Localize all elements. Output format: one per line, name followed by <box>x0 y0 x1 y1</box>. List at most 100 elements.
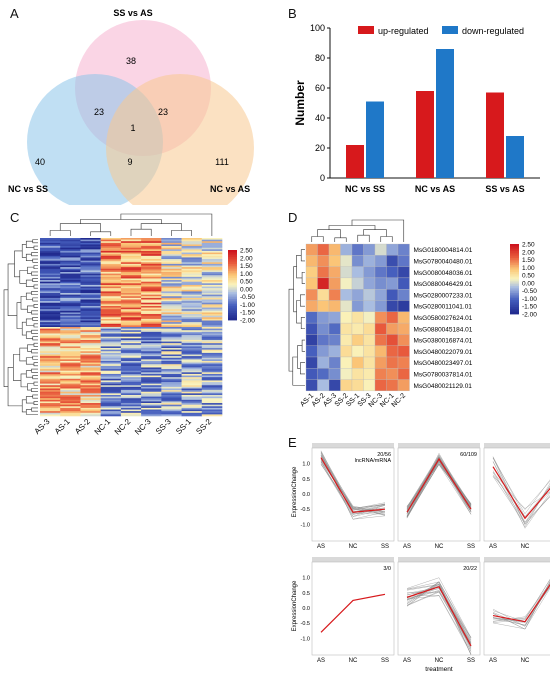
heatmap-c-cell <box>141 372 162 375</box>
heatmap-c-cell <box>40 270 61 273</box>
heatmap-c-cell <box>80 265 101 268</box>
heatmap-c-cell <box>100 255 122 258</box>
heatmap-c-cell <box>100 382 122 384</box>
heatmap-c-cell <box>80 391 101 394</box>
heatmap-c-cell <box>161 411 182 414</box>
heatmap-c-cell <box>80 254 101 257</box>
heatmap-c-cell <box>40 305 61 308</box>
member-trend-line <box>492 457 550 526</box>
heatmap-c-cell <box>100 398 122 401</box>
heatmap-c-cell <box>40 382 61 384</box>
heatmap-c-cell <box>181 244 203 247</box>
colorbar-c-segment <box>228 251 237 254</box>
heatmap-c-cell <box>100 364 122 367</box>
heatmap-c-cell <box>100 312 122 315</box>
heatmap-d-cell <box>374 300 387 312</box>
heatmap-c-cell <box>80 377 101 380</box>
colorbar-d-label: 0.50 <box>522 273 535 280</box>
heatmap-c-cell <box>181 336 203 339</box>
heatmap-c-cell <box>60 276 81 279</box>
heatmap-c-cell <box>60 296 81 299</box>
heatmap-c-cell <box>181 250 203 253</box>
bar-up-2 <box>486 92 504 178</box>
heatmap-c-cell <box>201 318 223 321</box>
heatmap-c-cell <box>60 305 81 308</box>
heatmap-c-cell <box>201 407 223 410</box>
heatmap-c-cell <box>201 296 223 299</box>
heatmap-c-cell <box>181 406 203 409</box>
heatmap-c-cell <box>201 393 223 396</box>
venn-count-nc-vs-ss-only: 40 <box>35 157 45 167</box>
heatmap-c-cell <box>201 322 223 325</box>
heatmap-c-cell <box>100 351 122 354</box>
col-dendrogram-d-branch <box>351 219 405 242</box>
heatmap-d-cell <box>340 300 353 312</box>
heatmap-c-cell <box>40 398 61 401</box>
heatmap-c-cell <box>120 390 142 393</box>
heatmap-c-cell <box>60 315 81 318</box>
heatmap-c-cell <box>201 276 223 279</box>
heatmap-c-cell <box>60 373 81 376</box>
heatmap-c-cell <box>120 302 142 305</box>
facet-strip <box>312 557 394 562</box>
heatmap-c-cell <box>120 289 142 292</box>
colorbar-c-segment <box>228 306 237 309</box>
heatmap-c-cell <box>80 312 101 315</box>
panel-label-a: A <box>10 6 19 21</box>
colorbar-d-segment <box>510 298 519 301</box>
heatmap-c-cell <box>40 339 61 342</box>
heatmap-c-cell <box>201 255 223 258</box>
colorbar-d-segment <box>510 300 519 303</box>
heatmap-d-cell <box>317 334 330 346</box>
heatmap-c-cell <box>161 398 182 401</box>
heatmap-d-cell <box>340 255 353 267</box>
heatmap-c-cell <box>100 254 122 257</box>
heatmap-d-cell <box>317 300 330 312</box>
heatmap-c-cell <box>80 276 101 279</box>
heatmap-c-cell <box>40 327 61 329</box>
heatmap-c-cell <box>60 393 81 396</box>
heatmap-c-cell <box>60 390 81 393</box>
heatmap-d-cell <box>397 334 410 346</box>
heatmap-c-cell <box>201 409 223 412</box>
heatmap-c-cell <box>120 250 142 253</box>
heatmap-c-cell <box>120 385 142 388</box>
heatmap-c-cell <box>141 255 162 258</box>
heatmap-c-cell <box>181 331 203 334</box>
member-trend-line <box>492 476 550 509</box>
heatmap-c-cell <box>181 317 203 320</box>
colorbar-d-label: -1.50 <box>522 304 537 311</box>
heatmap-c-cell <box>120 393 142 396</box>
heatmap-c-cell <box>181 288 203 291</box>
heatmap-c-column-label: NC-1 <box>93 417 113 435</box>
heatmap-d-cell <box>397 277 410 290</box>
heatmap-d-cell <box>351 255 364 267</box>
heatmap-c-cell <box>120 252 142 255</box>
heatmap-c-cell <box>40 378 61 381</box>
heatmap-c-cell <box>40 399 61 402</box>
colorbar-d-segment <box>510 294 519 297</box>
heatmap-d-row-label: MsG0580027624.01 <box>414 315 473 322</box>
heatmap-d-cell <box>351 345 364 358</box>
heatmap-d-cell <box>363 345 376 358</box>
heatmap-c-cell <box>120 364 142 367</box>
y-tick-label: 0 <box>320 173 325 183</box>
heatmap-c-cell <box>100 373 122 376</box>
heatmap-c-cell <box>120 344 142 347</box>
heatmap-c-cell <box>141 309 162 312</box>
heatmap-d-cell <box>328 322 341 335</box>
heatmap-c-cell <box>40 238 61 240</box>
heatmap-c-cell <box>141 343 162 346</box>
col-dendrogram-c-branch <box>171 230 192 236</box>
heatmap-d-cell <box>386 243 399 256</box>
y-tick-label: 0.0 <box>302 492 310 498</box>
heatmap-c-cell <box>141 401 162 404</box>
heatmap-c-cell <box>100 307 122 310</box>
heatmap-c-cell <box>181 275 203 278</box>
heatmap-c-cell <box>40 401 61 404</box>
heatmap-c-cell <box>40 412 61 415</box>
heatmap-c-cell <box>40 333 61 336</box>
heatmap-c-cell <box>40 268 61 271</box>
heatmap-c-cell <box>141 249 162 252</box>
heatmap-c-cell <box>181 348 203 350</box>
